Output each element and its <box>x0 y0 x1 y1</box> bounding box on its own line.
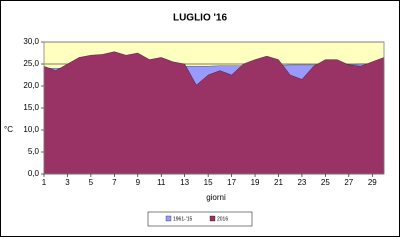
legend-swatch <box>209 215 216 222</box>
y-tick-label: 20,0 <box>23 81 39 90</box>
y-tick-label: 5,0 <box>28 147 40 156</box>
x-tick-label: 23 <box>297 178 306 187</box>
x-tick-label: 21 <box>274 178 283 187</box>
x-tick-label: 1 <box>42 178 47 187</box>
x-tick-label: 11 <box>157 178 166 187</box>
chart-title: LUGLIO '16 <box>173 13 227 24</box>
x-axis-label: giorni <box>206 193 226 202</box>
y-tick-label: 15,0 <box>23 103 39 112</box>
y-tick-label: 30,0 <box>23 37 39 46</box>
x-tick-label: 25 <box>321 178 330 187</box>
y-tick-label: 25,0 <box>23 59 39 68</box>
x-tick-label: 17 <box>227 178 236 187</box>
legend-box <box>147 211 253 227</box>
x-tick-label: 13 <box>180 178 189 187</box>
legend-swatch <box>165 215 172 222</box>
x-tick-label: 3 <box>65 178 70 187</box>
legend-label: 1961-'15 <box>173 216 193 222</box>
area <box>43 51 385 175</box>
y-tick-label: 0,0 <box>28 169 40 178</box>
x-tick-label: 29 <box>368 178 377 187</box>
y-tick-label: 10,0 <box>23 125 39 134</box>
x-tick-label: 5 <box>89 178 94 187</box>
x-tick-label: 19 <box>251 178 260 187</box>
y-axis-label: °C <box>4 125 13 134</box>
x-tick-label: 9 <box>136 178 141 187</box>
legend-label: 2016 <box>217 216 228 222</box>
x-tick-label: 15 <box>204 178 213 187</box>
plot-border <box>43 41 385 175</box>
x-tick-label: 27 <box>344 178 353 187</box>
x-tick-label: 7 <box>112 178 117 187</box>
